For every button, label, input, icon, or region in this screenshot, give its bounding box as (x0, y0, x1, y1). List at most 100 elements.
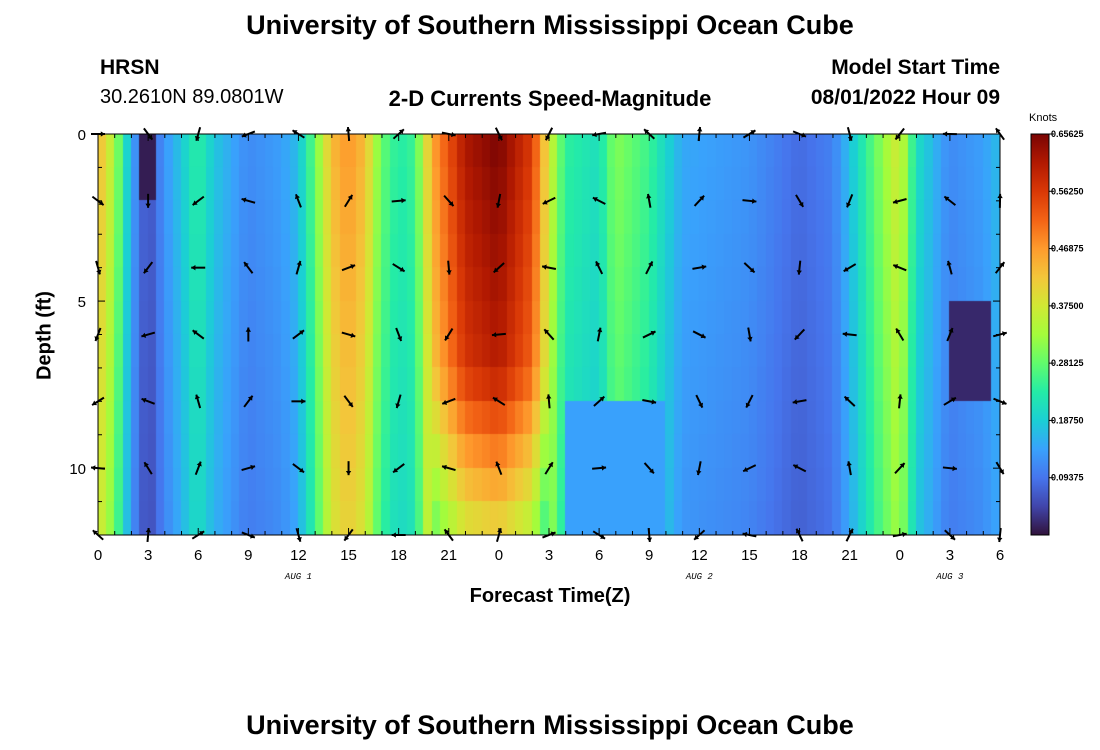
station-name: HRSN (100, 56, 160, 79)
current-vector-arrow (895, 327, 905, 342)
y-tick-label: 0 (78, 127, 86, 144)
page-title: University of Southern Mississippi Ocean… (246, 10, 854, 40)
current-vector-arrow (592, 196, 606, 205)
current-vector-arrow (693, 195, 705, 207)
x-tick-label: 6 (595, 547, 603, 564)
current-vector-arrow (745, 394, 754, 409)
current-vector-arrow (295, 260, 302, 275)
current-vector-arrow (642, 399, 657, 405)
current-vector-arrow (696, 461, 702, 476)
date-label: AUG 2 (685, 572, 714, 582)
current-vector-arrow (543, 328, 555, 341)
colorbar-ramp (1030, 133, 1050, 536)
current-vector-arrow (596, 327, 603, 342)
x-tick-label: 3 (144, 547, 152, 564)
footer-title: University of Southern Mississippi Ocean… (246, 710, 854, 740)
current-vector-arrow (492, 396, 506, 406)
current-vector-arrow (541, 264, 557, 270)
current-vector-arrow (546, 394, 552, 409)
chart-subtitle: 2-D Currents Speed-Magnitude (388, 86, 712, 111)
current-vector-arrow (444, 328, 454, 341)
current-vector-arrow (395, 394, 402, 409)
current-vector-arrow (192, 195, 205, 206)
current-vector-arrow (943, 195, 957, 206)
colorbar-tick-label: 0.18750 (1051, 415, 1084, 425)
current-vector-arrow (542, 196, 556, 205)
x-tick-label: 6 (194, 547, 202, 564)
current-vector-arrow (243, 261, 254, 274)
current-vector-arrow (341, 264, 356, 272)
current-vector-arrow (341, 331, 356, 338)
current-vector-arrow (842, 331, 857, 337)
current-vector-arrow (942, 465, 957, 472)
current-vector-arrow (843, 263, 857, 273)
current-vector-arrow (643, 462, 655, 475)
current-vector-arrow (792, 464, 807, 473)
x-tick-label: 3 (946, 547, 954, 564)
current-vector-arrow (946, 260, 953, 275)
current-vector-arrow (946, 327, 954, 342)
current-vector-arrow (692, 264, 707, 270)
current-vector-arrow (143, 261, 154, 274)
current-vector-arrow (143, 461, 153, 475)
x-axis-label: Forecast Time(Z) (469, 585, 631, 607)
current-vector-arrow (392, 463, 405, 474)
colorbar: 0.65625 0.56250 0.46875 0.37500 0.28125 0.187… (1030, 129, 1084, 536)
current-vector-arrow (747, 327, 753, 342)
colorbar-tick-label: 0.28125 (1051, 358, 1084, 368)
x-tick-label: 12 (691, 547, 708, 564)
current-vector-arrow (192, 329, 205, 340)
current-vector-arrow (892, 198, 907, 205)
model-start-time: 08/01/2022 Hour 09 (810, 86, 1000, 109)
current-vector-arrow (292, 463, 305, 474)
current-vector-arrow (443, 194, 455, 207)
x-tick-label: 15 (741, 547, 758, 564)
current-vector-arrow (245, 327, 252, 342)
current-vector-arrow (241, 464, 256, 472)
current-vector-arrow (743, 262, 756, 274)
x-tick-label: 21 (841, 547, 858, 564)
current-vector-arrow (892, 264, 907, 272)
x-tick-label: 9 (645, 547, 653, 564)
current-vector-arrow (241, 197, 256, 204)
current-vector-arrow (395, 327, 403, 342)
current-vector-arrow (191, 264, 206, 271)
current-vector-arrow (495, 193, 502, 208)
x-tick-label: 15 (340, 547, 357, 564)
y-tick-label: 5 (78, 294, 86, 311)
x-tick-label: 12 (290, 547, 307, 564)
current-vectors (90, 126, 1008, 543)
current-vector-arrow (495, 461, 503, 476)
current-vector-arrow (846, 461, 852, 476)
current-vector-arrow (392, 263, 406, 273)
current-vector-arrow (544, 461, 554, 475)
current-vector-arrow (194, 394, 202, 409)
y-tick-label: 10 (69, 461, 86, 478)
current-vector-arrow (692, 330, 707, 339)
x-tick-label: 18 (390, 547, 407, 564)
colorbar-tick-label: 0.37500 (1051, 301, 1084, 311)
current-vector-arrow (645, 260, 654, 275)
current-vector-arrow (642, 330, 656, 339)
x-tick-label: 21 (440, 547, 457, 564)
colorbar-label: Knots (1029, 112, 1058, 124)
x-axis: 0 3 6 9 12 15 18 21 0 3 6 9 12 15 18 21 0 3 6 AUG 1 AUG 2 AUG… (94, 134, 1004, 582)
date-label: AUG 3 (935, 572, 964, 582)
current-vector-arrow (493, 262, 505, 274)
x-tick-label: 18 (791, 547, 808, 564)
current-vector-arrow (145, 193, 151, 208)
current-vector-arrow (646, 193, 652, 208)
x-tick-label: 0 (896, 547, 904, 564)
current-vector-arrow (441, 397, 456, 405)
colorbar-tick-label: 0.65625 (1051, 129, 1084, 139)
current-vector-arrow (141, 397, 156, 405)
current-vector-arrow (796, 260, 802, 275)
current-vector-arrow (343, 194, 354, 208)
x-tick-label: 3 (545, 547, 553, 564)
y-axis: 0 5 10 (69, 127, 1000, 536)
current-vector-arrow (292, 329, 305, 340)
colorbar-tick-label: 0.46875 (1051, 244, 1084, 254)
date-label: AUG 1 (284, 572, 312, 582)
current-vector-arrow (894, 462, 906, 474)
